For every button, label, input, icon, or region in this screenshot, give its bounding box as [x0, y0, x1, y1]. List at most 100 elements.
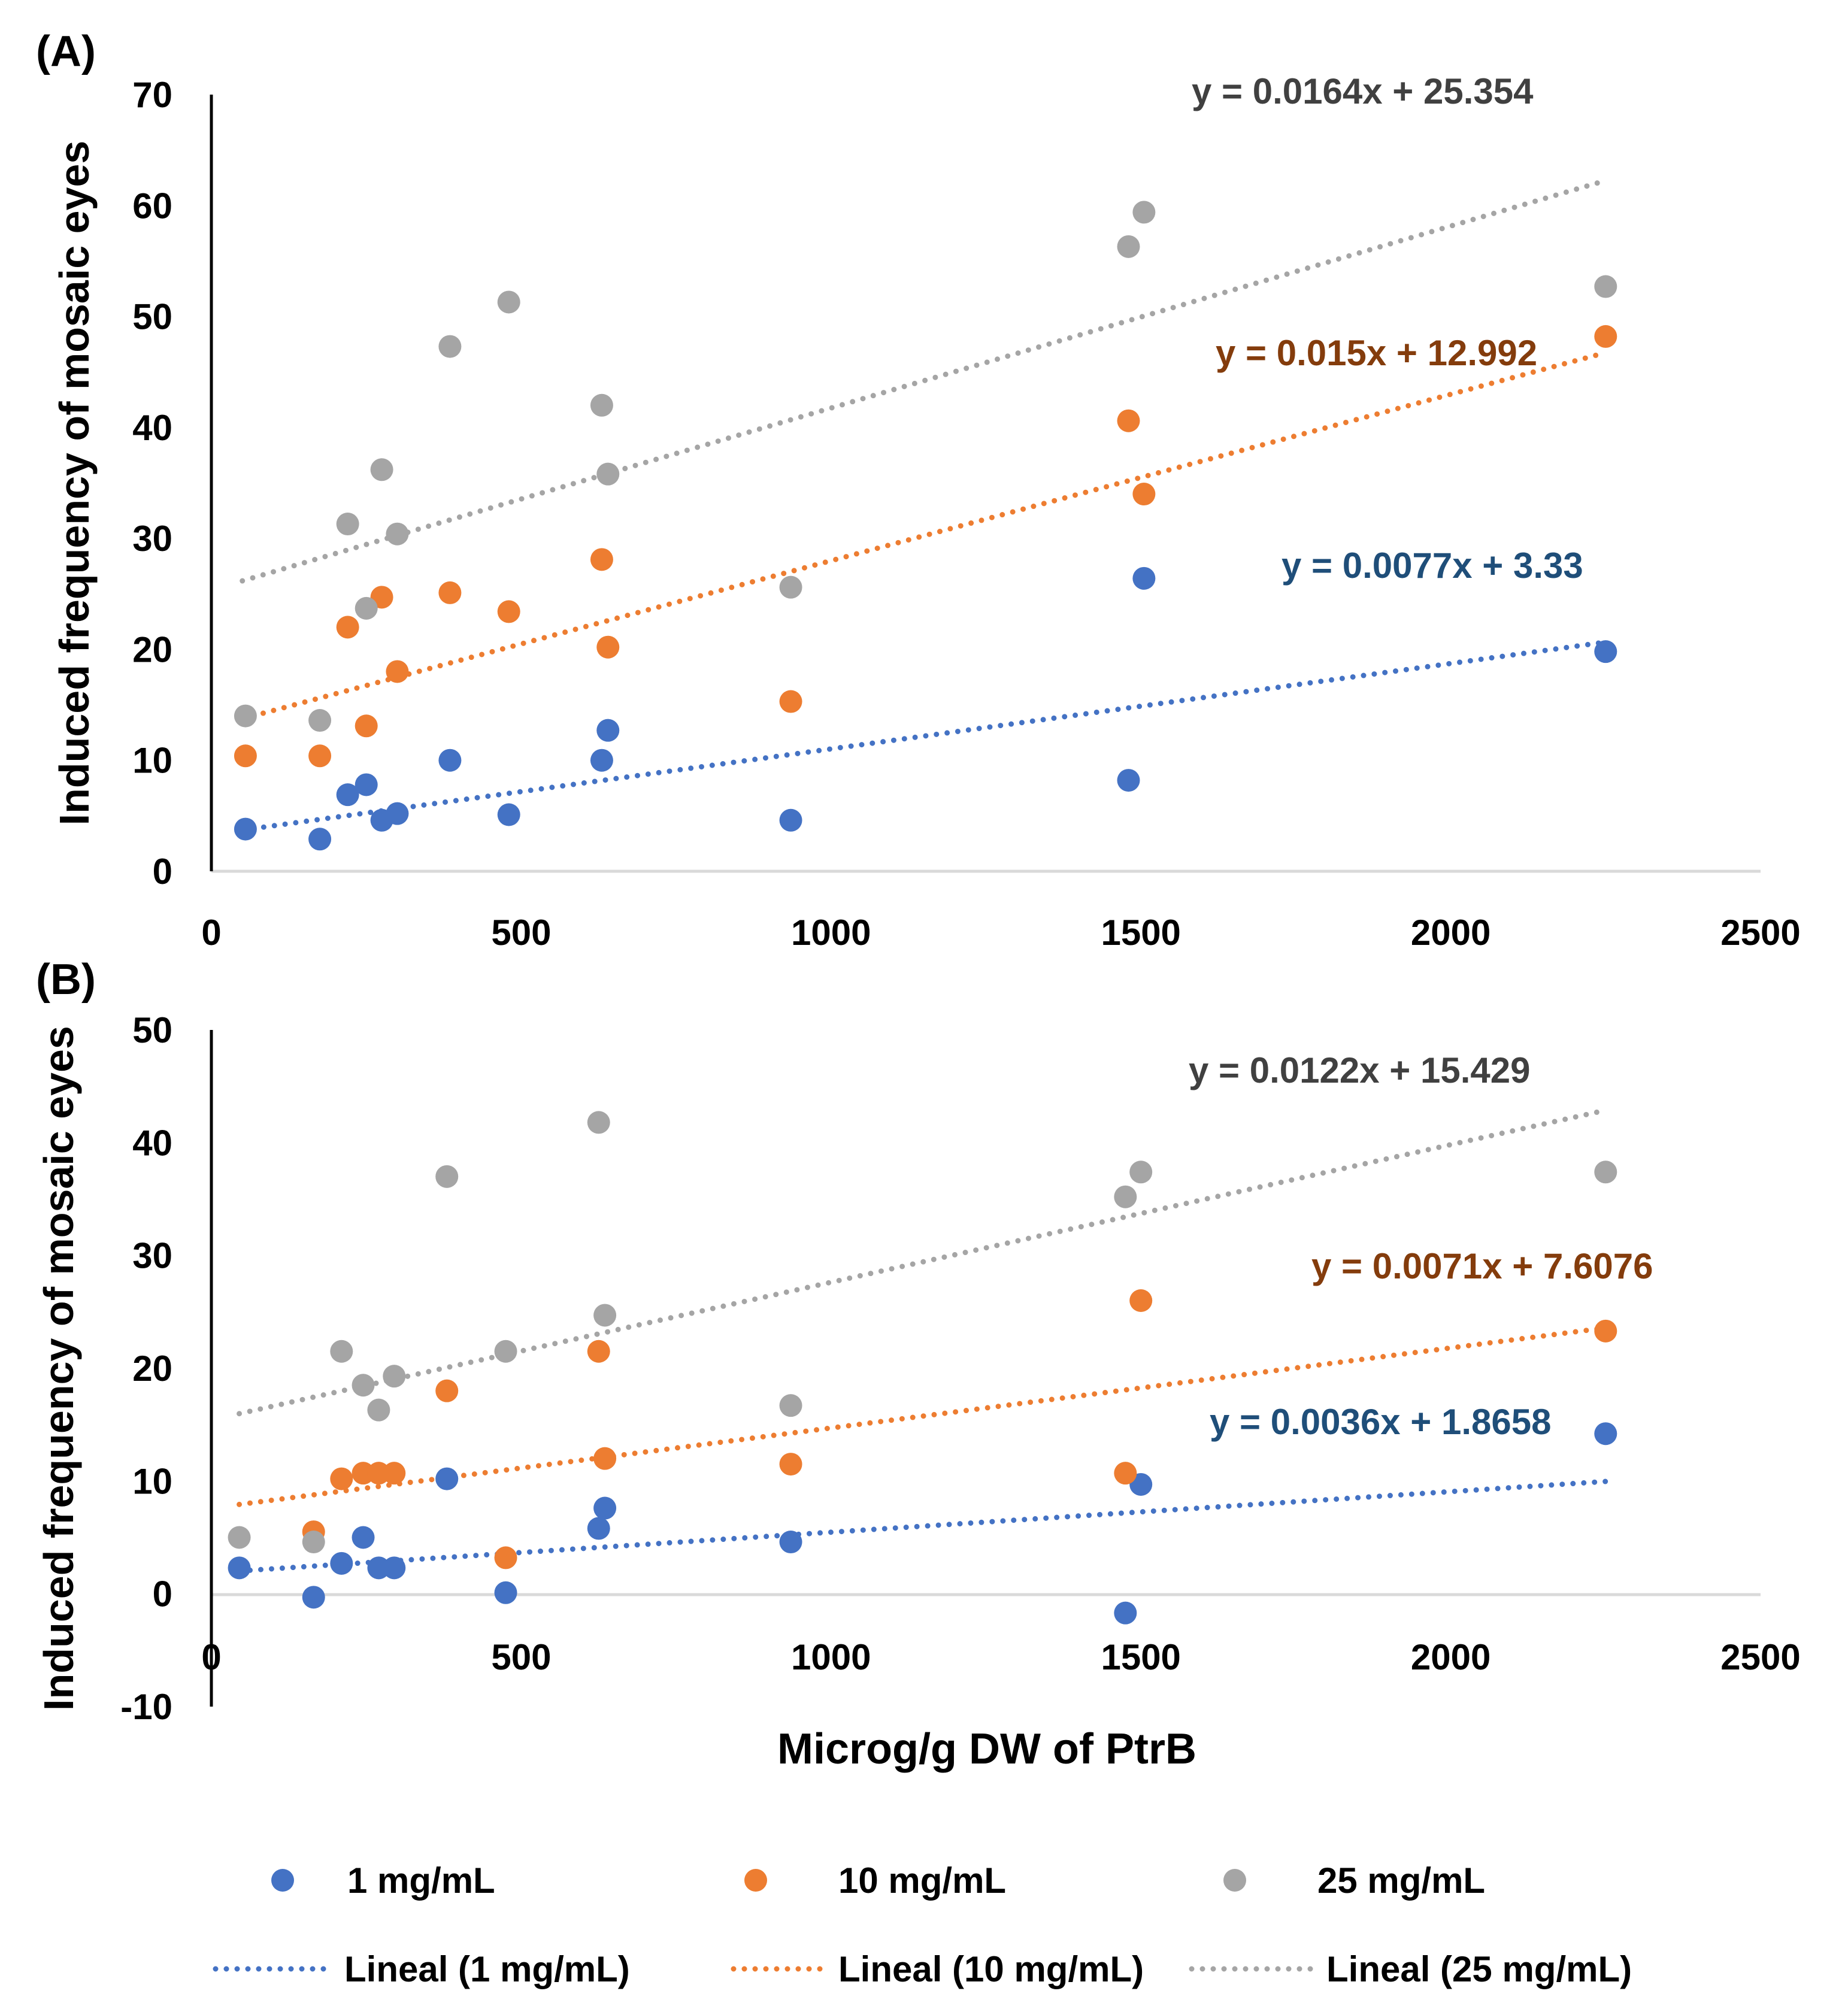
panel-a-data-point	[590, 749, 613, 772]
legend-marker-1	[271, 1869, 294, 1892]
panel-b-trend-equation: y = 0.0036x + 1.8658	[1210, 1402, 1552, 1442]
panel-b-data-point	[1114, 1601, 1137, 1625]
legend-label: 10 mg/mL	[838, 1861, 1006, 1901]
panel-b-data-point	[779, 1531, 802, 1554]
panel-a-y-tick-label: 20	[132, 629, 172, 669]
panel-b-data-point	[435, 1379, 459, 1402]
panel-b-data-point	[302, 1531, 325, 1554]
panel-a-data-point	[438, 749, 462, 772]
panel-a-data-point	[596, 635, 620, 659]
panel-b-trend-equation: y = 0.0122x + 15.429	[1189, 1050, 1531, 1090]
legend-label: Lineal (1 mg/mL)	[344, 1949, 630, 1989]
legend-label: Lineal (25 mg/mL)	[1326, 1949, 1632, 1989]
panel-a-data-point	[336, 616, 359, 639]
panel-b-x-axis-title: Microg/g DW of PtrB	[777, 1725, 1196, 1773]
legend-marker-3	[1223, 1869, 1246, 1892]
panel-a-x-tick-label: 1000	[791, 913, 871, 953]
panel-b-data-point	[435, 1467, 459, 1490]
panel-b-x-tick-label: 1500	[1101, 1637, 1180, 1677]
panel-a-data-point	[234, 744, 257, 768]
panel-b-y-tick-label: 0	[153, 1574, 172, 1614]
panel-b-data-point	[352, 1526, 375, 1549]
panel-b-data-point	[1594, 1319, 1617, 1343]
panel-b-x-tick-label: 2000	[1411, 1637, 1490, 1677]
panel-b-data-point	[1594, 1160, 1617, 1184]
panel-b-data-point	[593, 1304, 617, 1327]
panel-a-trend-equation: y = 0.015x + 12.992	[1216, 333, 1537, 373]
panel-a-data-point	[1594, 640, 1617, 663]
panel-b-label: (B)	[36, 956, 96, 1004]
panel-a-y-tick-label: 30	[132, 519, 172, 559]
panel-a-data-point	[234, 817, 257, 841]
panel-b-data-point	[330, 1467, 353, 1490]
panel-a-data-point	[590, 548, 613, 571]
panel-a-data-point	[336, 513, 359, 536]
panel-a-data-point	[370, 458, 393, 481]
panel-b-data-point	[352, 1374, 375, 1397]
panel-b-trendline	[237, 1478, 1608, 1574]
panel-b-trendline	[237, 1325, 1608, 1507]
panel-b-data-point	[367, 1398, 390, 1422]
panel-a-data-point	[308, 828, 332, 851]
panel-a-data-point	[779, 690, 802, 713]
panel-b-data-point	[779, 1394, 802, 1417]
panel-a-y-tick-label: 60	[132, 186, 172, 226]
panel-a-y-axis-title: Induced frequency of mosaic eyes	[51, 141, 98, 826]
panel-b-x-tick-label: 500	[491, 1637, 551, 1677]
panel-b-data-point	[228, 1556, 251, 1580]
panel-a-y-tick-label: 10	[132, 741, 172, 781]
panel-a-trendline	[240, 639, 1608, 833]
panel-b-data-point	[1594, 1422, 1617, 1446]
panel-a-data-point	[355, 596, 378, 620]
panel-b-y-tick-label: 50	[132, 1010, 172, 1050]
panel-b-trend-equation: y = 0.0071x + 7.6076	[1311, 1246, 1653, 1286]
panel-b-trendline	[237, 1107, 1608, 1417]
legend-marker-2	[744, 1869, 767, 1892]
panel-a-data-point	[386, 522, 409, 546]
panel-a-x-tick-label: 1500	[1101, 913, 1180, 953]
panel-a-y-tick-label: 40	[132, 408, 172, 448]
panel-a-x-tick-label: 500	[491, 913, 551, 953]
panel-b-data-point	[779, 1453, 802, 1476]
legend-label: 1 mg/mL	[347, 1861, 495, 1901]
panel-b-data-point	[494, 1581, 517, 1604]
panel-a-data-point	[386, 802, 409, 825]
panel-a-data-point	[596, 719, 620, 742]
panel-a-data-point	[438, 335, 462, 358]
panel-b-y-tick-label: 20	[132, 1349, 172, 1389]
panel-a-trend-equation: y = 0.0077x + 3.33	[1282, 546, 1583, 586]
panel-a-data-point	[590, 393, 613, 417]
panel-b-data-point	[383, 1365, 406, 1388]
panel-b-data-point	[228, 1526, 251, 1549]
panel-a-data-point	[1117, 235, 1140, 258]
panel-a-data-point	[1594, 325, 1617, 348]
panel-b-data-point	[587, 1517, 610, 1540]
panel-b-y-tick-label: 40	[132, 1123, 172, 1163]
panel-a-data-point	[779, 808, 802, 832]
panel-a-y-tick-label: 70	[132, 75, 172, 115]
legend-label: 25 mg/mL	[1317, 1861, 1485, 1901]
panel-a-data-point	[1117, 769, 1140, 792]
panel-a-data-point	[1117, 409, 1140, 432]
panel-a-data-point	[497, 600, 520, 623]
panel-a-data-point	[497, 803, 520, 826]
panel-b-data-point	[383, 1556, 406, 1580]
panel-a-data-point	[355, 714, 378, 738]
panel-b-data-point	[587, 1111, 610, 1134]
panel-b-data-point	[1129, 1289, 1153, 1312]
panel-a-trend-equation: y = 0.0164x + 25.354	[1192, 71, 1534, 111]
panel-a-data-point	[386, 660, 409, 683]
panel-b-data-point	[593, 1447, 617, 1470]
panel-b-y-tick-label: 30	[132, 1236, 172, 1276]
panel-a-data-point	[1132, 201, 1156, 224]
panel-b-data-point	[330, 1552, 353, 1575]
panel-b-y-tick-label: 10	[132, 1461, 172, 1501]
panel-b-data-point	[302, 1586, 325, 1609]
panel-a-y-tick-label: 0	[153, 852, 172, 892]
panel-b-data-point	[494, 1340, 517, 1363]
panel-a-data-point	[1132, 483, 1156, 506]
panel-a-label: (A)	[36, 28, 96, 75]
panel-a-data-point	[308, 744, 332, 768]
panel-b-y-axis-title: Induced frequency of mosaic eyes	[35, 1026, 82, 1711]
panel-b-data-point	[1114, 1462, 1137, 1485]
